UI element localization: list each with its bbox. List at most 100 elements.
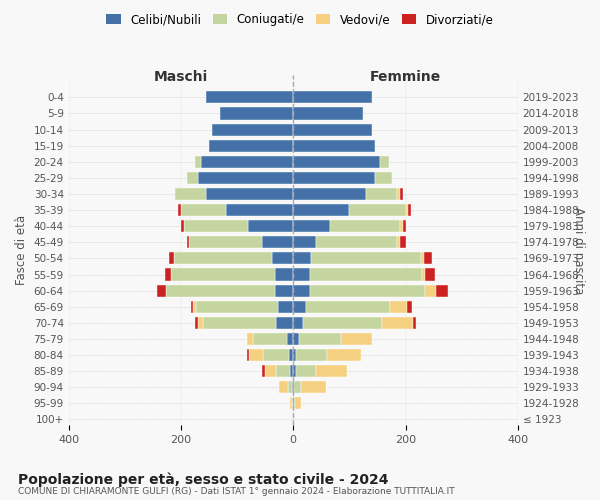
Text: COMUNE DI CHIARAMONTE GULFI (RG) - Dati ISTAT 1° gennaio 2024 - Elaborazione TUT: COMUNE DI CHIARAMONTE GULFI (RG) - Dati … [18, 488, 455, 496]
Bar [193, 300, 196, 313]
Bar [195, 317, 198, 329]
Bar [206, 188, 293, 200]
Bar [293, 333, 299, 345]
Bar [400, 236, 406, 248]
Bar [178, 204, 181, 216]
Bar [409, 204, 411, 216]
Y-axis label: Anni di nascita: Anni di nascita [572, 206, 585, 294]
Bar [293, 317, 304, 329]
Bar [165, 268, 171, 280]
Bar [413, 317, 416, 329]
Bar [279, 381, 287, 394]
Bar [198, 317, 203, 329]
Bar [397, 188, 400, 200]
Bar [311, 252, 421, 264]
Bar [262, 365, 265, 377]
Bar [301, 381, 326, 394]
Bar [293, 365, 296, 377]
Bar [299, 333, 341, 345]
Bar [195, 156, 200, 168]
Bar [247, 333, 253, 345]
Bar [349, 204, 406, 216]
Bar [290, 398, 292, 409]
Bar [166, 284, 275, 296]
Y-axis label: Fasce di età: Fasce di età [15, 216, 28, 286]
Bar [272, 252, 293, 264]
Bar [292, 381, 293, 394]
Bar [380, 156, 389, 168]
Bar [263, 349, 289, 361]
Bar [397, 236, 400, 248]
Bar [275, 268, 293, 280]
Bar [341, 333, 372, 345]
Bar [293, 220, 330, 232]
Bar [406, 204, 409, 216]
Bar [293, 381, 295, 394]
Bar [366, 188, 397, 200]
Bar [294, 398, 295, 409]
Bar [181, 204, 226, 216]
Bar [407, 300, 412, 313]
Bar [289, 349, 293, 361]
Bar [169, 252, 173, 264]
Bar [305, 300, 390, 313]
Bar [425, 284, 436, 296]
Bar [316, 236, 397, 248]
Bar [262, 236, 293, 248]
Bar [248, 220, 293, 232]
Bar [198, 172, 293, 184]
Bar [212, 124, 293, 136]
Bar [327, 349, 361, 361]
Bar [181, 220, 184, 232]
Legend: Celibi/Nubili, Coniugati/e, Vedovi/e, Divorziati/e: Celibi/Nubili, Coniugati/e, Vedovi/e, Di… [101, 8, 499, 31]
Text: Femmine: Femmine [370, 70, 441, 85]
Bar [247, 349, 250, 361]
Bar [382, 317, 413, 329]
Bar [296, 365, 316, 377]
Bar [184, 220, 248, 232]
Bar [196, 300, 278, 313]
Bar [292, 398, 293, 409]
Bar [330, 220, 400, 232]
Bar [287, 381, 292, 394]
Bar [191, 300, 193, 313]
Bar [316, 365, 347, 377]
Bar [293, 188, 366, 200]
Bar [293, 349, 296, 361]
Bar [295, 381, 301, 394]
Bar [175, 188, 206, 200]
Bar [400, 188, 403, 200]
Bar [293, 300, 305, 313]
Bar [421, 252, 424, 264]
Bar [250, 349, 263, 361]
Bar [390, 300, 407, 313]
Bar [173, 252, 272, 264]
Bar [295, 398, 301, 409]
Bar [293, 140, 374, 151]
Bar [304, 317, 382, 329]
Bar [422, 268, 425, 280]
Bar [425, 268, 435, 280]
Bar [403, 220, 406, 232]
Bar [374, 172, 392, 184]
Bar [253, 333, 287, 345]
Bar [293, 284, 310, 296]
Bar [206, 92, 293, 104]
Bar [293, 108, 364, 120]
Bar [293, 268, 310, 280]
Bar [265, 365, 277, 377]
Bar [226, 204, 293, 216]
Bar [277, 365, 290, 377]
Bar [424, 252, 432, 264]
Bar [310, 268, 422, 280]
Text: Popolazione per età, sesso e stato civile - 2024: Popolazione per età, sesso e stato civil… [18, 472, 389, 487]
Bar [190, 236, 262, 248]
Bar [157, 284, 166, 296]
Bar [293, 92, 372, 104]
Bar [436, 284, 448, 296]
Bar [171, 268, 275, 280]
Bar [275, 284, 293, 296]
Bar [293, 156, 380, 168]
Bar [278, 300, 293, 313]
Bar [187, 172, 198, 184]
